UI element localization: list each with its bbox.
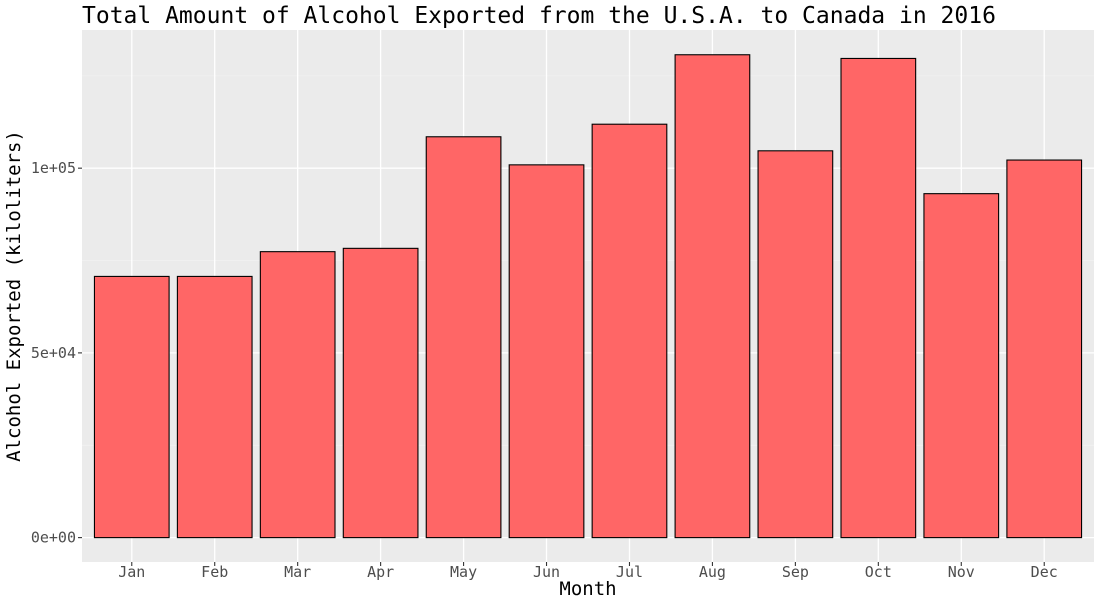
x-tick-label: Nov <box>948 563 975 581</box>
x-tick-label: Jun <box>533 563 560 581</box>
y-tick-label: 0e+00 <box>31 529 76 547</box>
y-tick-label: 1e+05 <box>31 159 76 177</box>
x-tick-label: Apr <box>367 563 394 581</box>
x-tick-label: Jan <box>118 563 145 581</box>
x-tick-label: Mar <box>284 563 311 581</box>
bar-mar <box>259 251 336 539</box>
x-axis: Jan Feb Mar Apr May Jun Jul Aug Sep Oct Nov Dec <box>118 562 1058 581</box>
x-tick-label: Jul <box>616 563 643 581</box>
y-tick-label: 5e+04 <box>31 344 76 362</box>
bar-sep <box>757 150 834 539</box>
bar-aug <box>674 54 751 539</box>
bar-may <box>425 136 502 539</box>
y-axis: 0e+00 5e+04 1e+05 <box>31 159 82 547</box>
x-tick-label: May <box>450 563 477 581</box>
bar-dec <box>1006 159 1083 539</box>
bar-jun <box>508 164 585 539</box>
bar-nov <box>923 193 1000 539</box>
x-tick-label: Dec <box>1031 563 1058 581</box>
y-axis-title: Alcohol Exported (kiloliters) <box>3 130 25 462</box>
bar-apr <box>342 247 419 539</box>
x-axis-title: Month <box>559 578 616 600</box>
bar-feb <box>176 275 253 539</box>
bar-jul <box>591 123 668 539</box>
x-tick-label: Aug <box>699 563 726 581</box>
bar-oct <box>840 57 917 539</box>
chart-title: Total Amount of Alcohol Exported from th… <box>82 3 996 29</box>
bar-jan <box>93 275 170 539</box>
x-tick-label: Oct <box>865 563 892 581</box>
bars <box>93 54 1083 539</box>
x-tick-label: Feb <box>201 563 228 581</box>
x-tick-label: Sep <box>782 563 809 581</box>
